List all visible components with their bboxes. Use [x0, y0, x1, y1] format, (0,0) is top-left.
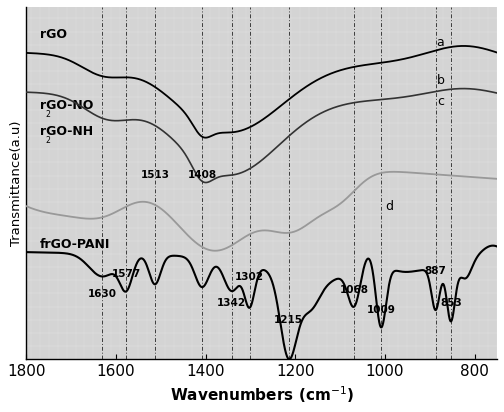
Text: b: b [436, 74, 445, 87]
Text: 1630: 1630 [88, 288, 117, 299]
Text: frGO-PANI: frGO-PANI [40, 238, 110, 251]
Text: 887: 887 [425, 266, 447, 276]
Text: rGO: rGO [40, 28, 67, 41]
Text: 1577: 1577 [111, 269, 141, 279]
Y-axis label: Transmittance(a.u): Transmittance(a.u) [11, 120, 23, 246]
Text: a: a [436, 37, 445, 49]
Text: 1513: 1513 [141, 171, 169, 180]
Text: 1302: 1302 [235, 272, 264, 282]
Text: rGO-NH: rGO-NH [40, 125, 93, 138]
Text: d: d [386, 200, 394, 213]
X-axis label: Wavenumbers (cm$^{-1}$): Wavenumbers (cm$^{-1}$) [170, 384, 354, 405]
Text: $_2$: $_2$ [45, 135, 52, 147]
Text: rGO-NO: rGO-NO [40, 99, 93, 112]
Text: c: c [437, 96, 444, 108]
Text: 1408: 1408 [187, 171, 217, 180]
Text: $_2$: $_2$ [45, 109, 52, 121]
Text: 1215: 1215 [274, 315, 303, 325]
Text: 1342: 1342 [217, 298, 246, 308]
Text: 853: 853 [440, 298, 462, 308]
Text: 1009: 1009 [366, 305, 395, 315]
Text: 1068: 1068 [340, 285, 369, 295]
